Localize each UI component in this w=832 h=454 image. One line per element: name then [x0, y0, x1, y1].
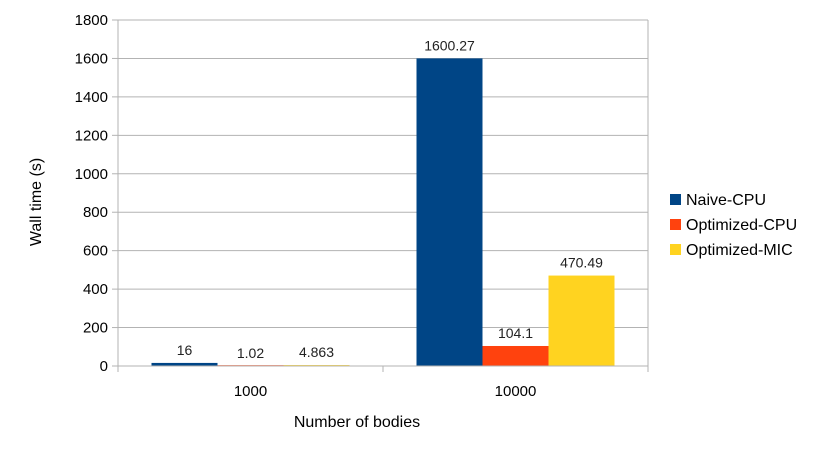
data-label: 104.1: [498, 325, 533, 341]
bar: [416, 58, 483, 366]
y-tick-label: 800: [83, 204, 108, 221]
y-tick-label: 200: [83, 320, 108, 337]
y-tick-label: 1000: [75, 166, 108, 183]
bar: [151, 362, 218, 366]
y-tick-label: 1200: [75, 127, 108, 144]
legend-label: Optimized-MIC: [686, 242, 793, 259]
y-axis-title: Wall time (s): [28, 158, 45, 246]
y-tick-labels: 0 200 400 600 800 1000 1200 1400 1600 1800: [75, 12, 108, 375]
x-tick-labels: 1000 10000: [234, 383, 537, 400]
y-tick-label: 0: [100, 358, 108, 375]
data-label: 16: [177, 342, 193, 358]
data-label: 1600.27: [424, 37, 475, 53]
y-tick-label: 1800: [75, 12, 108, 29]
legend-label: Naive-CPU: [686, 192, 766, 209]
x-axis-title: Number of bodies: [294, 414, 420, 431]
y-tick-label: 1400: [75, 89, 108, 106]
bar: [548, 275, 615, 366]
y-tick-label: 600: [83, 243, 108, 260]
x-tick-label: 10000: [495, 383, 537, 400]
y-tick-label: 1600: [75, 50, 108, 67]
bars: [151, 58, 615, 366]
gridlines: [118, 19, 648, 329]
x-tick-label: 1000: [234, 383, 267, 400]
legend-label: Optimized-CPU: [686, 217, 797, 234]
data-label: 1.02: [237, 345, 264, 361]
bar: [482, 345, 549, 366]
axes: [112, 19, 649, 372]
legend-swatch: [670, 244, 681, 255]
legend: Naive-CPU Optimized-CPU Optimized-MIC: [670, 192, 797, 259]
data-labels: 16 1.02 4.863 1600.27 104.1 470.49: [177, 37, 603, 360]
y-tick-label: 400: [83, 281, 108, 298]
data-label: 4.863: [299, 344, 334, 360]
legend-swatch: [670, 219, 681, 230]
legend-swatch: [670, 194, 681, 205]
data-label: 470.49: [560, 255, 603, 271]
